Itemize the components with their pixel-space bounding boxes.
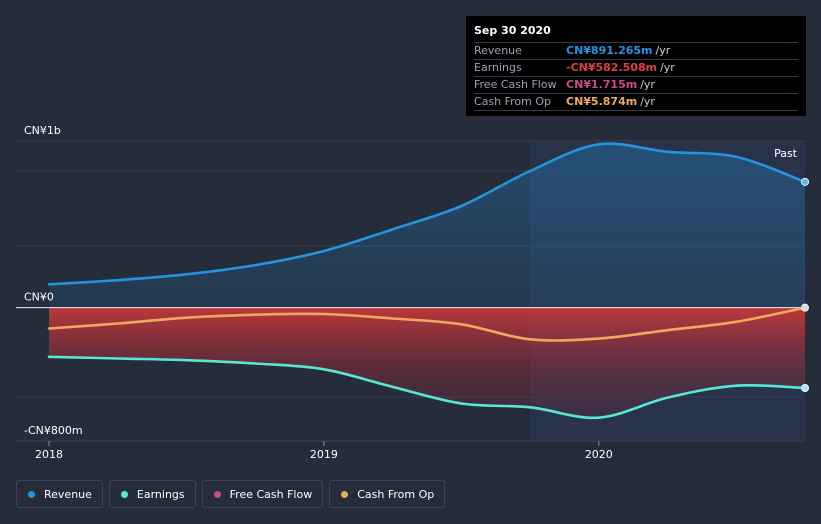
x-tick-label: 2019 xyxy=(310,448,338,461)
earnings-end-marker xyxy=(801,383,810,392)
y-tick-label: CN¥1b xyxy=(24,124,61,137)
past-label: Past xyxy=(774,147,798,160)
legend-item-earnings[interactable]: Earnings xyxy=(108,480,196,508)
legend-dot-icon xyxy=(120,490,128,498)
tooltip-row-free-cash-flow: Free Cash Flow CN¥1.715m /yr xyxy=(474,76,798,93)
chart-legend: Revenue Earnings Free Cash Flow Cash Fro… xyxy=(16,480,446,508)
end-markers xyxy=(801,177,810,392)
legend-dot-icon xyxy=(28,490,35,498)
y-tick-label: CN¥0 xyxy=(24,291,54,304)
area-fills xyxy=(49,143,805,418)
earnings-line xyxy=(47,355,807,420)
x-tick-label: 2020 xyxy=(585,448,613,461)
y-tick-label: -CN¥800m xyxy=(24,424,83,437)
tooltip-label: Cash From Op xyxy=(474,95,552,108)
tooltip-panel: Sep 30 2020 Revenue CN¥891.265m /yr Earn… xyxy=(466,16,806,116)
tooltip-value: CN¥891.265m xyxy=(566,44,653,57)
legend-dot-icon xyxy=(213,490,221,498)
x-tick-label: 2018 xyxy=(35,448,63,461)
legend-label: Cash From Op xyxy=(357,487,435,501)
legend-item-revenue[interactable]: Revenue xyxy=(16,480,103,508)
series-lines xyxy=(47,142,807,420)
revenue-end-marker xyxy=(801,177,810,186)
legend-item-cash-from-op[interactable]: Cash From Op xyxy=(329,480,446,508)
tooltip-row-revenue: Revenue CN¥891.265m /yr xyxy=(474,42,798,59)
tooltip-unit: /yr xyxy=(660,61,675,74)
tooltip-unit: /yr xyxy=(640,78,655,91)
tooltip-label: Revenue xyxy=(474,44,522,57)
legend-item-free-cash-flow[interactable]: Free Cash Flow xyxy=(201,480,324,508)
earnings-area xyxy=(49,307,805,418)
tooltip-unit: /yr xyxy=(655,44,671,57)
tooltip-date: Sep 30 2020 xyxy=(474,24,551,37)
tooltip-label: Free Cash Flow xyxy=(474,78,557,91)
tooltip-label: Earnings xyxy=(474,61,522,74)
legend-label: Revenue xyxy=(44,487,92,501)
legend-label: Free Cash Flow xyxy=(229,487,313,501)
tooltip-row-earnings: Earnings -CN¥582.508m /yr xyxy=(474,59,798,76)
tooltip-value: -CN¥582.508m xyxy=(566,61,658,74)
revenue-line xyxy=(47,142,807,286)
tooltip-row-cash-from-op: Cash From Op CN¥5.874m /yr xyxy=(474,93,798,111)
tooltip-unit: /yr xyxy=(640,95,655,108)
revenue-area xyxy=(49,143,805,308)
legend-dot-icon xyxy=(341,490,349,498)
tooltip-value: CN¥1.715m xyxy=(566,78,638,91)
tooltip-value: CN¥5.874m xyxy=(566,95,638,108)
legend-label: Earnings xyxy=(136,487,185,501)
cash-from-op-line xyxy=(47,306,807,342)
axis-labels: CN¥1b CN¥0 -CN¥800m 2018 2019 2020 xyxy=(24,124,613,461)
cash-from-op-end-marker xyxy=(801,303,810,312)
